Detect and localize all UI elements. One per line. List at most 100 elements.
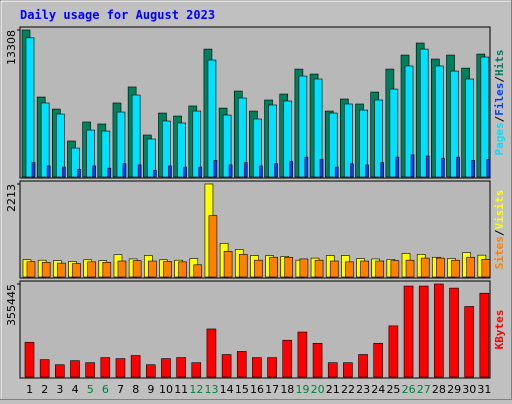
- x-tick-label: 12: [189, 383, 203, 396]
- x-tick-label: 4: [72, 383, 79, 396]
- bar: [345, 261, 354, 278]
- bar: [130, 355, 141, 378]
- bar: [314, 259, 324, 278]
- bar: [436, 257, 445, 278]
- bar: [435, 65, 444, 178]
- bar: [223, 251, 233, 278]
- x-tick-label: 17: [265, 383, 279, 396]
- bar: [62, 166, 66, 178]
- bar: [449, 287, 459, 378]
- x-tick-label: 15: [235, 383, 249, 396]
- bar: [434, 283, 444, 378]
- bar: [344, 103, 353, 178]
- x-tick-label: 9: [147, 383, 154, 396]
- bar: [350, 163, 354, 178]
- bar: [131, 94, 141, 178]
- x-tick-label: 2: [41, 383, 48, 396]
- legend-entry: Pages: [493, 122, 506, 155]
- legend-entry: Files: [493, 83, 506, 116]
- bar: [162, 120, 171, 178]
- bar: [87, 261, 96, 278]
- bar: [304, 156, 309, 178]
- bar: [328, 112, 338, 178]
- bar: [193, 264, 203, 278]
- x-tick-label: 14: [220, 383, 234, 396]
- legend-entry: Hits: [493, 50, 506, 77]
- x-tick-label: 27: [417, 383, 431, 396]
- x-tick-label: 28: [432, 383, 446, 396]
- bar: [31, 162, 36, 178]
- bar: [57, 262, 66, 278]
- bar: [464, 306, 474, 378]
- bar: [365, 164, 369, 178]
- bar: [26, 261, 36, 278]
- bar: [451, 259, 460, 278]
- x-tick-label: 26: [402, 383, 416, 396]
- bar: [390, 260, 400, 278]
- x-tick-label: 21: [326, 383, 340, 396]
- bar: [198, 166, 203, 178]
- bar: [85, 362, 95, 378]
- bar: [147, 260, 157, 278]
- x-tick-label: 13: [205, 383, 219, 396]
- bar: [116, 111, 126, 178]
- bar: [327, 362, 338, 378]
- bar: [405, 259, 415, 278]
- legend: Pages/Files/Hits: [493, 50, 506, 156]
- y-tick-label: 355445: [5, 284, 18, 326]
- bar: [456, 156, 460, 178]
- bar: [450, 70, 459, 178]
- bar: [206, 328, 217, 378]
- bar: [465, 78, 474, 178]
- bar: [418, 285, 429, 378]
- bar: [176, 357, 186, 378]
- chart-title: Daily usage for August 2023: [20, 8, 215, 22]
- bar: [55, 364, 65, 378]
- bar: [161, 358, 171, 378]
- legend: KBytes: [493, 310, 506, 350]
- legend-separator: /: [493, 115, 506, 122]
- bar: [466, 256, 475, 278]
- bar: [146, 138, 156, 178]
- bar: [102, 261, 112, 278]
- legend-entry: KBytes: [493, 310, 506, 350]
- bar: [299, 258, 309, 278]
- bar: [419, 48, 429, 178]
- bar: [389, 88, 399, 178]
- bar: [77, 168, 81, 178]
- x-tick-label: 30: [462, 383, 476, 396]
- bar: [236, 351, 247, 378]
- bar: [480, 56, 490, 178]
- bar: [283, 100, 293, 178]
- bar: [471, 160, 475, 178]
- bar: [213, 160, 218, 178]
- bar: [137, 164, 142, 178]
- bar: [222, 114, 232, 178]
- bar: [289, 161, 294, 178]
- x-tick-label: 11: [174, 383, 188, 396]
- bar: [375, 260, 385, 278]
- bar: [183, 166, 187, 178]
- x-tick-label: 3: [56, 383, 63, 396]
- bar: [313, 78, 323, 178]
- legend: Sites/Visits: [493, 190, 506, 270]
- bar: [481, 259, 491, 278]
- bar: [152, 170, 157, 178]
- legend-entry: Visits: [493, 190, 506, 230]
- bar: [24, 341, 35, 378]
- bar: [282, 339, 293, 378]
- bar: [486, 159, 491, 178]
- bar: [268, 104, 277, 178]
- bar: [243, 162, 248, 178]
- bar: [70, 360, 80, 378]
- bar: [40, 102, 50, 178]
- bar: [71, 147, 80, 178]
- bar: [267, 357, 277, 378]
- x-tick-label: 7: [117, 383, 124, 396]
- legend-separator: /: [493, 76, 506, 83]
- bar: [237, 97, 247, 178]
- bar: [207, 59, 217, 178]
- bar: [269, 256, 278, 278]
